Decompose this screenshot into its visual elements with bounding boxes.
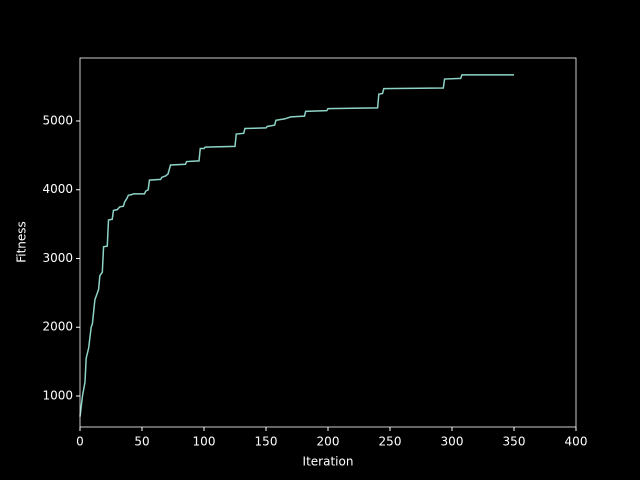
y-tick-label: 2000 xyxy=(42,320,73,334)
plot-frame xyxy=(79,57,577,428)
x-tick-label: 350 xyxy=(503,435,526,449)
x-axis-label: Iteration xyxy=(303,455,354,469)
y-tick-label: 5000 xyxy=(42,113,73,127)
y-tick-label: 1000 xyxy=(42,388,73,402)
y-axis-label: Fitness xyxy=(15,221,29,263)
x-tick-label: 250 xyxy=(379,435,402,449)
y-tick-label: 4000 xyxy=(42,182,73,196)
x-tick-label: 400 xyxy=(565,435,588,449)
x-tick-label: 50 xyxy=(134,435,149,449)
x-tick-label: 100 xyxy=(193,435,216,449)
y-tick-label: 3000 xyxy=(42,251,73,265)
x-tick-label: 300 xyxy=(441,435,464,449)
x-tick-label: 200 xyxy=(317,435,340,449)
x-tick-label: 150 xyxy=(255,435,278,449)
x-tick-label: 0 xyxy=(76,435,84,449)
data-line xyxy=(79,74,514,417)
